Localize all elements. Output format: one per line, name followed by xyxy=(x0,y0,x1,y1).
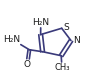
Text: H₂N: H₂N xyxy=(3,35,20,44)
Text: CH₃: CH₃ xyxy=(54,63,70,72)
Text: S: S xyxy=(64,23,70,32)
Text: H₂N: H₂N xyxy=(32,18,49,27)
Text: O: O xyxy=(24,60,31,69)
Text: N: N xyxy=(73,36,80,45)
